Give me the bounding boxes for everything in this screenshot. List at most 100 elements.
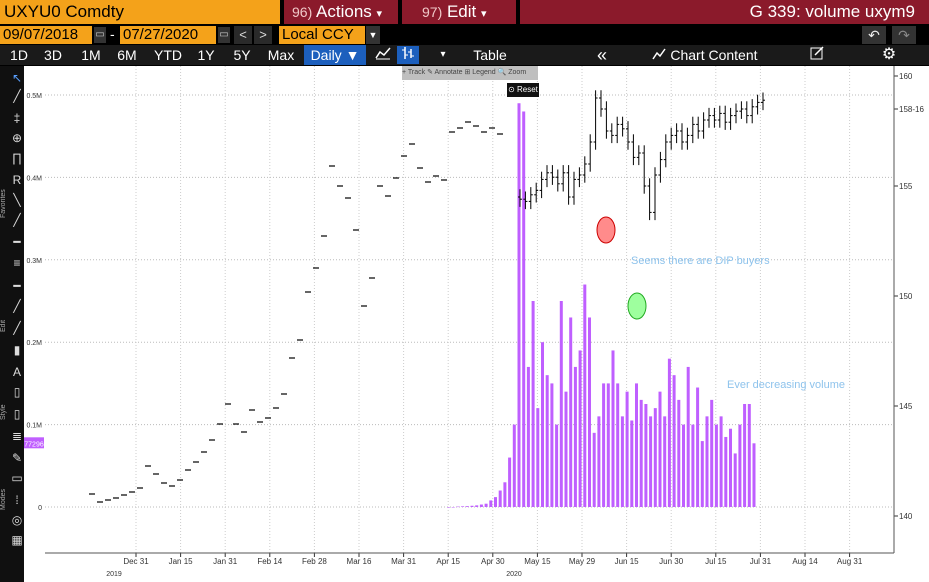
- text-icon[interactable]: A: [12, 365, 21, 379]
- chart-content-label: Chart Content: [670, 47, 758, 63]
- time-tick-label: Aug 14: [792, 557, 818, 566]
- volume-bar: [738, 424, 742, 507]
- volume-tick-label: 0.3M: [26, 258, 42, 265]
- currency-select[interactable]: Local CCY: [279, 26, 365, 44]
- volume-bar: [541, 342, 544, 507]
- date-separator: -: [110, 26, 115, 42]
- lines-icon[interactable]: ≣: [11, 429, 23, 443]
- ohlc-bar-icon[interactable]: [397, 46, 419, 64]
- end-date-field[interactable]: 07/27/2020: [120, 26, 216, 44]
- time-tick-label: May 15: [524, 557, 551, 566]
- volume-bar: [672, 375, 676, 507]
- volume-bar: [470, 505, 474, 507]
- volume-bar: [451, 507, 455, 508]
- volume-tick-label: 0: [38, 505, 42, 512]
- period-button-max[interactable]: Max: [267, 47, 295, 63]
- volume-bar: [733, 453, 737, 507]
- redo-icon[interactable]: ↷: [892, 26, 916, 44]
- left-toolbar: [0, 66, 24, 582]
- volume-bar: [658, 391, 662, 507]
- brush-icon[interactable]: ╱: [13, 321, 21, 335]
- time-tick-label: Mar 16: [347, 557, 372, 566]
- level-icon[interactable]: ━: [13, 279, 21, 293]
- dots-icon[interactable]: ⁞: [15, 493, 19, 507]
- volume-axis-area: [24, 66, 45, 553]
- next-period-button[interactable]: >: [254, 26, 272, 44]
- volume-bar: [743, 404, 747, 507]
- chevron-down-icon: ▾: [481, 8, 487, 20]
- edit-menu-button[interactable]: 97) Edit ▾: [402, 0, 516, 24]
- crosshair-icon[interactable]: ⊕: [11, 131, 23, 145]
- ticker-field[interactable]: UXYU0 Comdty: [0, 0, 280, 24]
- fib-icon[interactable]: ‡: [13, 111, 21, 125]
- volume-bar: [578, 350, 582, 507]
- period-button-3d[interactable]: 3D: [44, 47, 62, 63]
- chart-content-button[interactable]: Chart Content: [640, 45, 770, 65]
- collapse-icon[interactable]: «: [596, 45, 607, 65]
- period-button-1d[interactable]: 1D: [10, 47, 28, 63]
- calendar-icon[interactable]: ▭: [94, 27, 106, 43]
- undo-icon[interactable]: ↶: [862, 26, 886, 44]
- volume-bar: [667, 358, 671, 507]
- period-button-1m[interactable]: 1M: [81, 47, 101, 63]
- volume-bar: [583, 284, 587, 507]
- volume-bar: [479, 504, 483, 507]
- time-tick-label: Jan 15: [169, 557, 194, 566]
- reset-zoom-button[interactable]: ⊙ Reset: [507, 83, 539, 97]
- start-date-field[interactable]: 09/07/2018: [0, 26, 92, 44]
- period-button-5y[interactable]: 5Y: [233, 47, 251, 63]
- trash-icon[interactable]: ▮: [13, 343, 21, 357]
- volume-bar: [564, 391, 568, 507]
- trend-icon[interactable]: ╲: [13, 193, 21, 207]
- pointer-icon[interactable]: ↖: [11, 71, 23, 85]
- calendar-icon[interactable]: ▭: [218, 27, 230, 43]
- volume-bar: [639, 399, 643, 507]
- rect-icon[interactable]: ▯: [13, 385, 21, 399]
- hline-icon[interactable]: ━: [13, 235, 21, 249]
- edit-icon[interactable]: [806, 46, 828, 64]
- period-button-6m[interactable]: 6M: [117, 47, 137, 63]
- period-button-ytd[interactable]: YTD: [154, 47, 182, 63]
- ray-icon[interactable]: ╱: [13, 213, 21, 227]
- pencil-icon[interactable]: ✎: [11, 451, 23, 465]
- currency-dropdown-icon[interactable]: ▼: [366, 26, 380, 44]
- price-tick-label: 160: [899, 72, 913, 81]
- year-label: 2020: [506, 571, 522, 578]
- volume-bar: [677, 399, 681, 507]
- edit-label: Edit: [446, 2, 477, 21]
- chart-type-dropdown[interactable]: ▾: [440, 49, 446, 60]
- volume-bar: [498, 490, 502, 507]
- volume-bar: [724, 436, 728, 507]
- box-icon[interactable]: ▯: [13, 407, 21, 421]
- pen-icon[interactable]: ╱: [13, 299, 21, 313]
- line-tool-icon[interactable]: ╱: [13, 89, 21, 103]
- volume-bar: [752, 443, 756, 507]
- price-tick-label: 158-16: [899, 105, 924, 114]
- regression-icon[interactable]: R: [12, 173, 22, 187]
- line-chart-icon[interactable]: [372, 46, 394, 64]
- bands-icon[interactable]: ≡: [13, 256, 21, 270]
- volume-tick-label: 0.2M: [26, 340, 42, 347]
- last-volume-marker: [24, 437, 44, 449]
- volume-bar: [512, 424, 516, 507]
- frame-icon[interactable]: ▭: [11, 471, 23, 485]
- volume-bar: [602, 383, 606, 507]
- price-axis: [894, 66, 929, 553]
- gear-icon[interactable]: ⚙: [881, 46, 897, 63]
- volume-bar: [550, 383, 554, 507]
- frequency-select[interactable]: Daily ▼: [304, 45, 366, 65]
- prev-period-button[interactable]: <: [234, 26, 252, 44]
- target-icon[interactable]: ◎: [11, 513, 23, 527]
- volume-bar: [573, 366, 577, 507]
- time-tick-label: Apr 15: [436, 557, 460, 566]
- actions-menu-button[interactable]: 96) Actions ▾: [284, 0, 398, 24]
- period-button-1y[interactable]: 1Y: [197, 47, 215, 63]
- volume-bar: [653, 408, 657, 507]
- volume-bar: [705, 416, 709, 507]
- table-button[interactable]: Table: [473, 47, 507, 63]
- channel-icon[interactable]: ∏: [12, 151, 22, 165]
- palette-icon[interactable]: ▦: [11, 533, 23, 547]
- volume-bar: [686, 366, 690, 507]
- plot-toolbar[interactable]: + Track ✎ Annotate ⊞ Legend 🔍 Zoom: [402, 66, 538, 80]
